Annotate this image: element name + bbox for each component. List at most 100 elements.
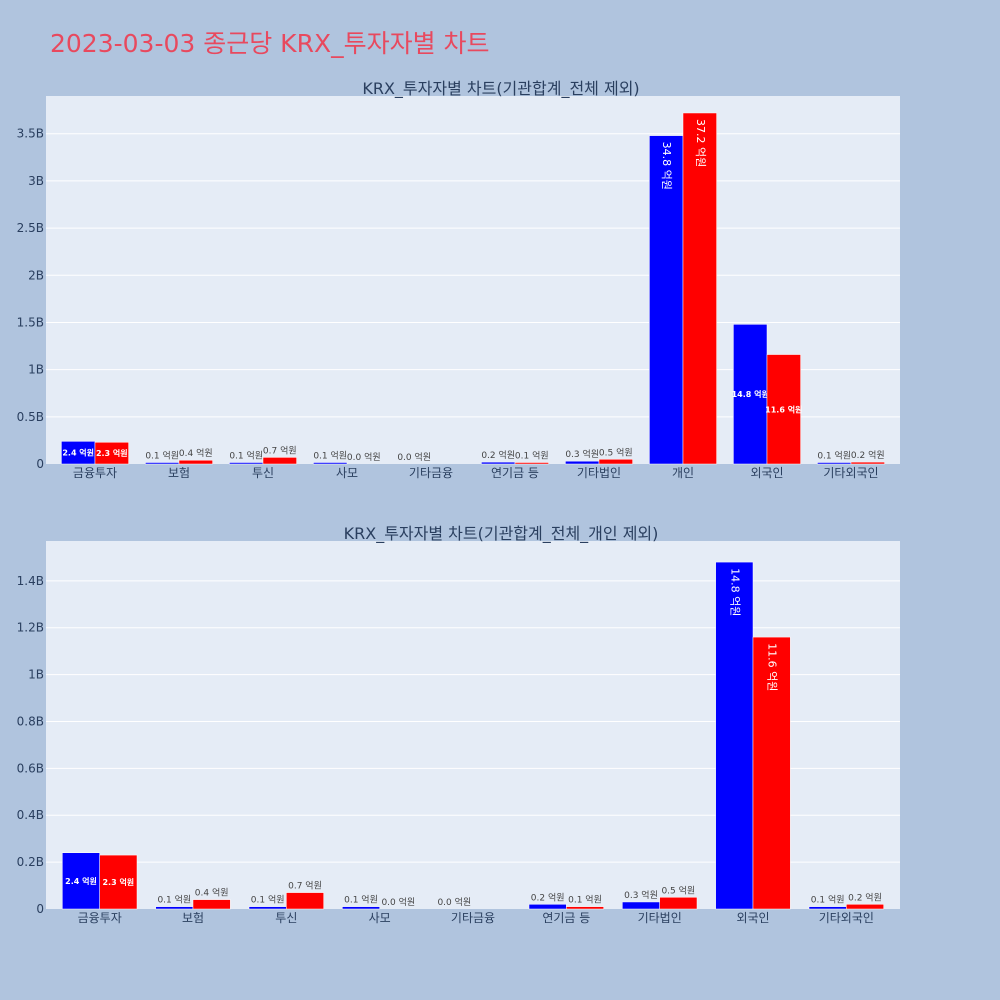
data-label: 0.7 억원 — [263, 444, 297, 456]
bar — [262, 457, 297, 465]
y-tick-label: 3B — [28, 174, 44, 188]
bar — [817, 462, 852, 465]
x-tick-label: 외국인 — [736, 911, 769, 925]
data-label: 0.1 억원 — [145, 450, 179, 462]
bar — [659, 897, 698, 910]
bar — [565, 460, 600, 465]
y-tick-label: 1B — [28, 363, 44, 377]
x-tick-label: 보험 — [182, 911, 204, 925]
bar — [286, 892, 324, 910]
data-label: 0.1 억원 — [157, 894, 191, 906]
y-tick-label: 0.5B — [17, 410, 44, 424]
data-label: 0.1 억원 — [568, 894, 602, 906]
data-label: 0.0 억원 — [347, 451, 381, 463]
y-tick-label: 0 — [36, 902, 44, 916]
x-tick-label: 기타금융 — [409, 466, 453, 480]
y-tick-label: 3.5B — [17, 127, 44, 141]
data-label: 0.2 억원 — [851, 449, 885, 461]
data-label: 0.0 억원 — [381, 896, 415, 908]
data-label: 0.3 억원 — [624, 889, 658, 901]
chart-top: KRX_투자자별 차트(기관합계_전체 제외) 0 0.5B 1B 1.5B 2B 2.5B… — [17, 79, 900, 480]
x-tick-label: 보험 — [168, 466, 190, 480]
bar — [598, 459, 633, 465]
x-tick-label: 사모 — [369, 911, 391, 925]
data-label: 0.1 억원 — [515, 450, 549, 462]
bar — [481, 461, 516, 465]
data-label: 0.4 억원 — [195, 887, 229, 899]
x-tick-label: 개인 — [672, 466, 694, 480]
x-tick-label: 투신 — [275, 911, 297, 925]
bar — [94, 442, 129, 465]
chart-title: KRX_투자자별 차트(기관합계_전체 제외) — [362, 79, 639, 99]
data-label: 11.6 억원 — [766, 643, 779, 691]
bar — [715, 561, 754, 910]
data-label: 0.1 억원 — [811, 894, 845, 906]
x-tick-label: 사모 — [336, 466, 358, 480]
bar — [514, 462, 549, 465]
data-label: 34.8 억원 — [660, 142, 673, 190]
data-label: 0.3 억원 — [565, 448, 599, 460]
data-label: 0.0 억원 — [397, 451, 431, 463]
bar — [733, 324, 768, 465]
bar — [649, 135, 684, 465]
x-tick-label: 투신 — [252, 466, 274, 480]
bar — [178, 459, 213, 465]
data-label: 0.2 억원 — [531, 891, 565, 903]
bar — [850, 461, 885, 465]
chart-title: KRX_투자자별 차트(기관합계_전체_개인 제외) — [344, 524, 659, 544]
y-tick-label: 0.8B — [17, 714, 44, 728]
y-tick-label: 2B — [28, 268, 44, 282]
y-tick-label: 1.2B — [17, 621, 44, 635]
y-tick-label: 0.2B — [17, 855, 44, 869]
data-label: 0.7 억원 — [288, 880, 322, 892]
bar — [766, 354, 801, 465]
bar — [528, 904, 567, 910]
bar — [99, 854, 138, 910]
bar — [622, 901, 660, 910]
data-label: 2.3 억원 — [96, 448, 128, 458]
x-tick-label: 연기금 등 — [491, 466, 539, 480]
data-label: 0.1 억원 — [251, 894, 285, 906]
bar — [342, 906, 380, 910]
y-tick-label: 0.4B — [17, 808, 44, 822]
data-label: 0.1 억원 — [313, 450, 347, 462]
data-label: 14.8 억원 — [728, 568, 741, 616]
data-label: 0.2 억원 — [848, 891, 882, 903]
data-label: 0.1 억원 — [344, 894, 378, 906]
data-label: 2.4 억원 — [65, 876, 97, 886]
data-label: 2.4 억원 — [62, 448, 94, 458]
data-label: 0.0 억원 — [437, 896, 471, 908]
data-label: 14.8 억원 — [732, 389, 769, 399]
bar — [145, 462, 180, 465]
y-tick-label: 1.4B — [17, 574, 44, 588]
x-tick-label: 기타법인 — [577, 466, 621, 480]
chart-bottom: KRX_투자자별 차트(기관합계_전체_개인 제외) 0 0.2B 0.4B 0.6B 0… — [17, 524, 900, 925]
bar — [155, 906, 194, 910]
bar — [752, 636, 791, 910]
x-tick-label: 기타금융 — [451, 911, 495, 925]
bar — [313, 462, 348, 465]
data-label: 0.1 억원 — [229, 450, 263, 462]
bar — [229, 462, 264, 465]
bar — [682, 112, 717, 465]
bar — [192, 899, 231, 910]
x-tick-label: 기타법인 — [638, 911, 682, 925]
data-label: 0.5 억원 — [661, 884, 695, 896]
x-tick-label: 외국인 — [750, 466, 783, 480]
y-tick-label: 0.6B — [17, 761, 44, 775]
data-label: 0.2 억원 — [481, 449, 515, 461]
bar — [566, 906, 604, 910]
y-tick-label: 1.5B — [17, 315, 44, 329]
data-label: 2.3 억원 — [102, 877, 134, 887]
page-title: 2023-03-03 종근당 KRX_투자자별 차트 — [50, 29, 490, 58]
y-tick-label: 2.5B — [17, 221, 44, 235]
data-label: 37.2 억원 — [694, 119, 707, 167]
x-tick-label: 금융투자 — [73, 466, 117, 480]
bar — [846, 904, 884, 910]
x-tick-label: 연기금 등 — [542, 911, 590, 925]
data-label: 0.4 억원 — [179, 447, 213, 459]
x-tick-label: 기타외국인 — [819, 911, 874, 925]
data-label: 0.5 억원 — [599, 446, 633, 458]
y-tick-label: 0 — [36, 457, 44, 471]
x-tick-label: 기타외국인 — [823, 466, 878, 480]
